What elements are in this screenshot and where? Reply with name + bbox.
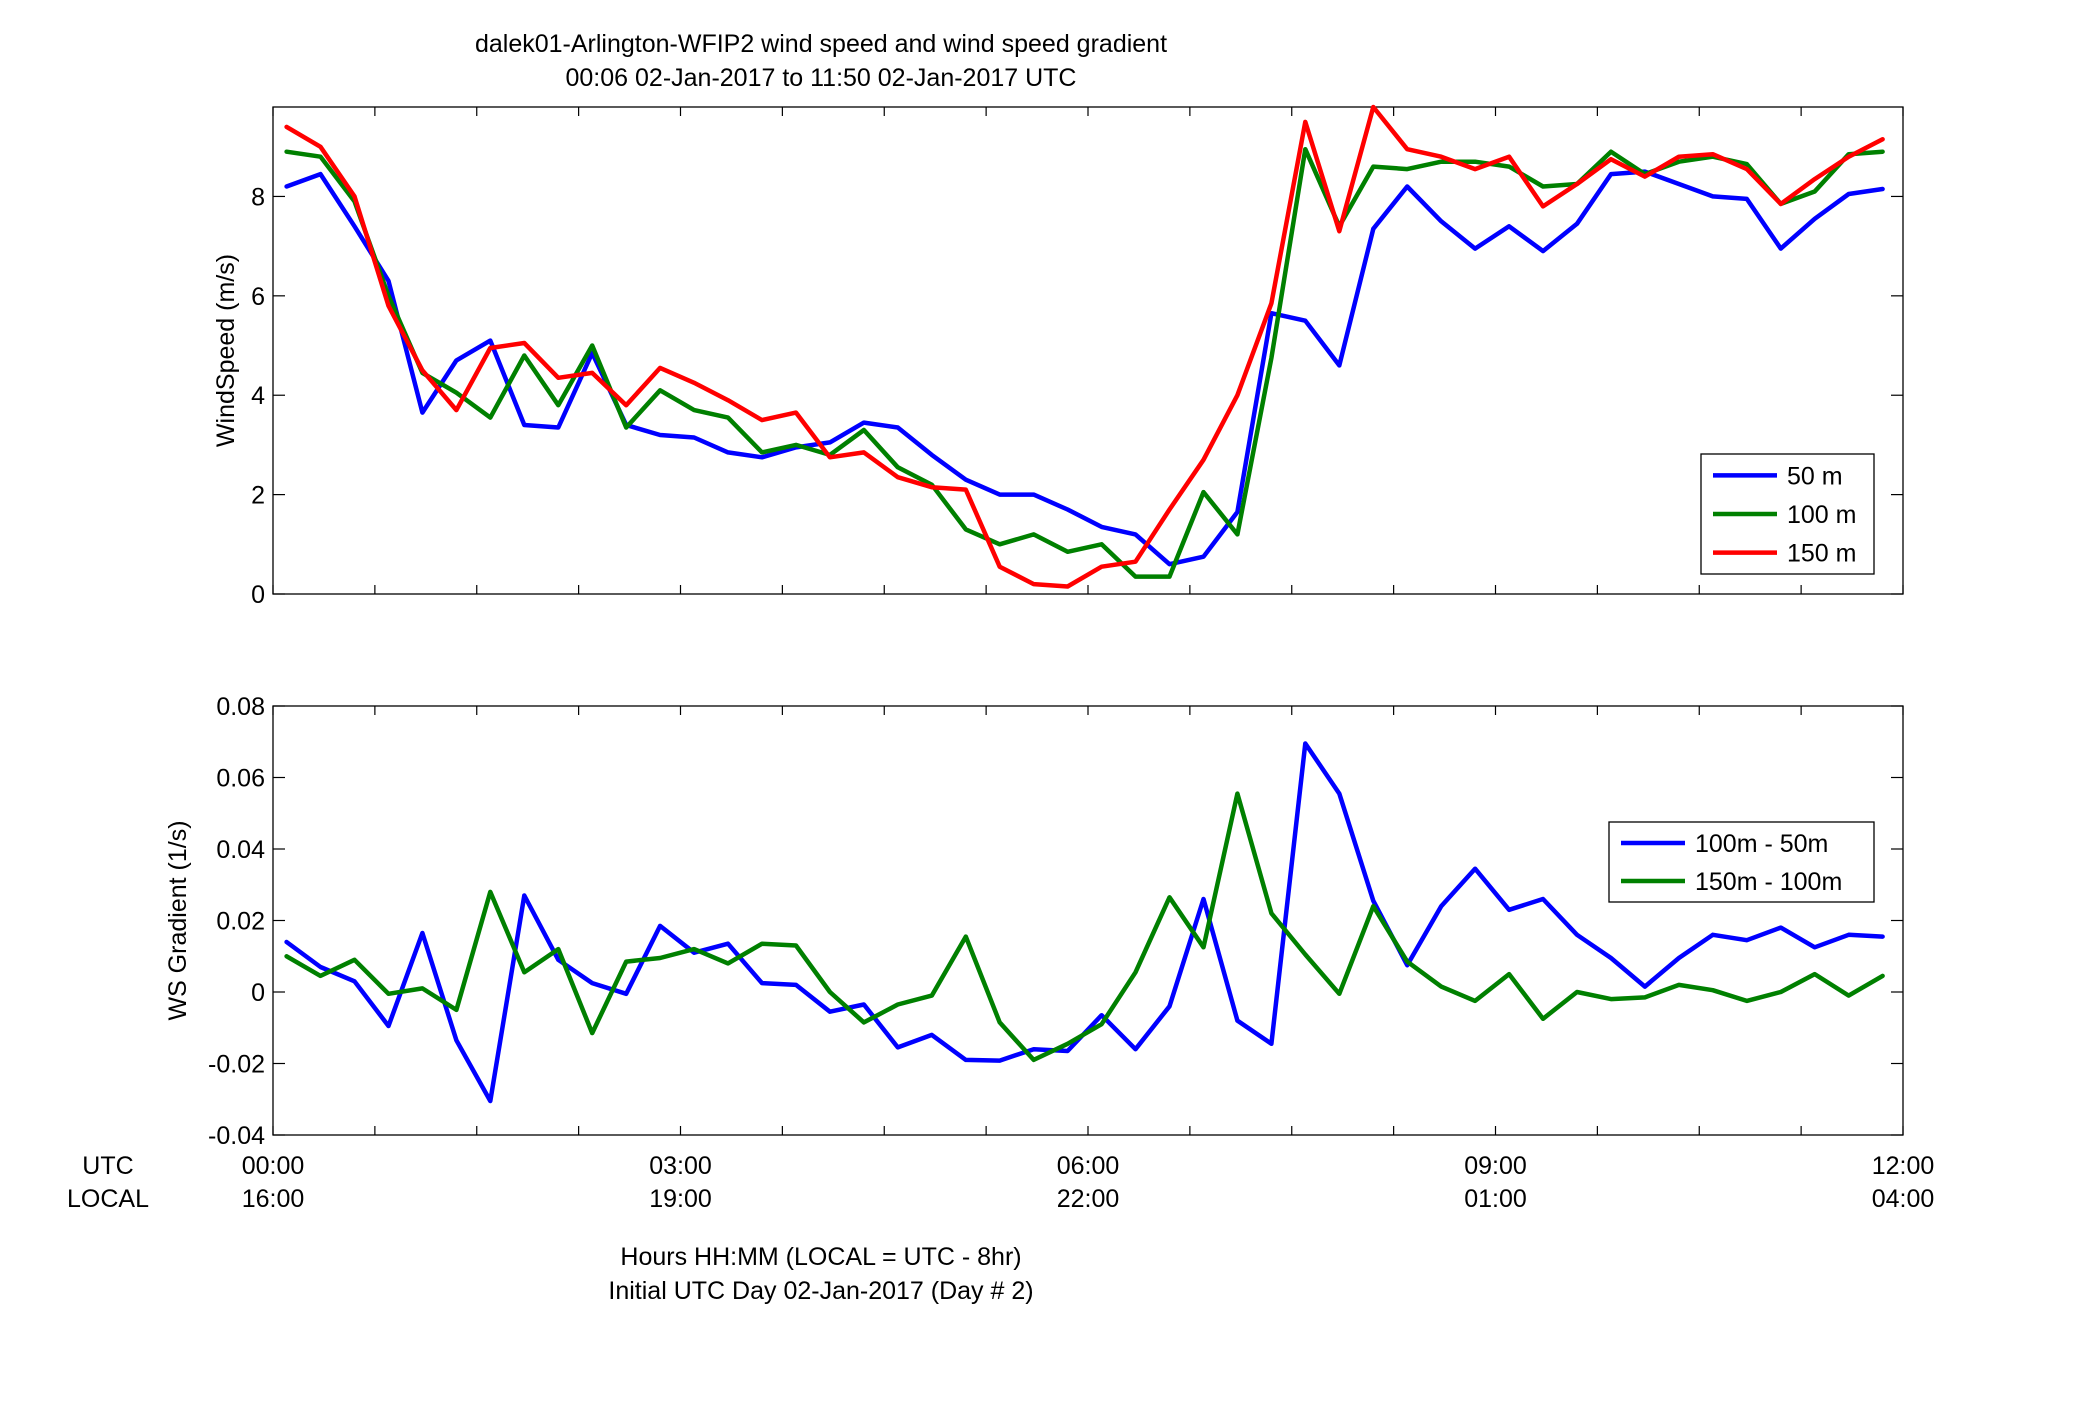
ws-y-tick-label: 2 (251, 482, 265, 510)
x-tick-label-utc: 09:00 (1464, 1152, 1527, 1180)
ws-y-tick-label: 4 (251, 382, 265, 410)
x-tick-label-local: 16:00 (242, 1185, 305, 1213)
grad-series-2-line (284, 791, 1885, 1063)
ws-legend-label: 50 m (1787, 462, 1843, 490)
x-tick-label-utc: 12:00 (1872, 1152, 1935, 1180)
x-tick-label-utc: 00:00 (242, 1152, 305, 1180)
ws-y-axis-label: WindSpeed (m/s) (212, 254, 240, 447)
figure-subtitle: 00:06 02-Jan-2017 to 11:50 02-Jan-2017 U… (566, 64, 1077, 92)
grad-y-tick-label: 0.06 (216, 765, 265, 793)
wind-gradient-panel: -0.04 -0.02 0 0.02 0.04 0.06 0.08 WS Gradient (… (164, 693, 1904, 1150)
ws-series-1-line (284, 169, 1885, 567)
x-tick-label-local: 04:00 (1872, 1185, 1935, 1213)
ws-series-3-line (284, 104, 1885, 589)
x-tick-label-utc: 03:00 (649, 1152, 712, 1180)
ws-y-tick-label: 8 (251, 183, 265, 211)
figure-title: dalek01-Arlington-WFIP2 wind speed and w… (475, 30, 1167, 58)
grad-y-tick-label: 0.08 (216, 693, 265, 721)
grad-y-tick-label: 0 (251, 979, 265, 1007)
grad-legend-label: 150m - 100m (1695, 868, 1842, 896)
grad-legend-label: 100m - 50m (1695, 830, 1828, 858)
x-axis-sublabel: Initial UTC Day 02-Jan-2017 (Day # 2) (608, 1277, 1033, 1305)
ws-legend-label: 150 m (1787, 540, 1856, 568)
x-tick-label-utc: 06:00 (1057, 1152, 1120, 1180)
ws-series-2-line (284, 146, 1885, 579)
wind-speed-panel: 0 2 4 6 8 WindSpeed (m/s) 50 m 100 m 150 m (212, 104, 1904, 609)
utc-row-label: UTC (82, 1152, 133, 1180)
x-tick-label-local: 01:00 (1464, 1185, 1527, 1213)
grad-y-tick-label: 0.02 (216, 908, 265, 936)
ws-y-tick-label: 0 (251, 581, 265, 609)
x-axis-labels: 00:00 16:00 03:00 19:00 06:00 22:00 09:00 01:00… (242, 1152, 1935, 1213)
x-tick-label-local: 19:00 (649, 1185, 712, 1213)
x-tick-label-local: 22:00 (1057, 1185, 1120, 1213)
grad-y-axis-label: WS Gradient (1/s) (164, 820, 192, 1020)
grad-legend-box (1608, 821, 1875, 903)
x-axis-label: Hours HH:MM (LOCAL = UTC - 8hr) (620, 1243, 1021, 1271)
local-row-label: LOCAL (67, 1185, 149, 1213)
grad-y-tick-label: 0.04 (216, 836, 265, 864)
grad-y-tick-label: -0.02 (208, 1051, 265, 1079)
ws-legend-label: 100 m (1787, 501, 1856, 529)
grad-y-tick-label: -0.04 (208, 1122, 265, 1150)
ws-y-tick-label: 6 (251, 283, 265, 311)
